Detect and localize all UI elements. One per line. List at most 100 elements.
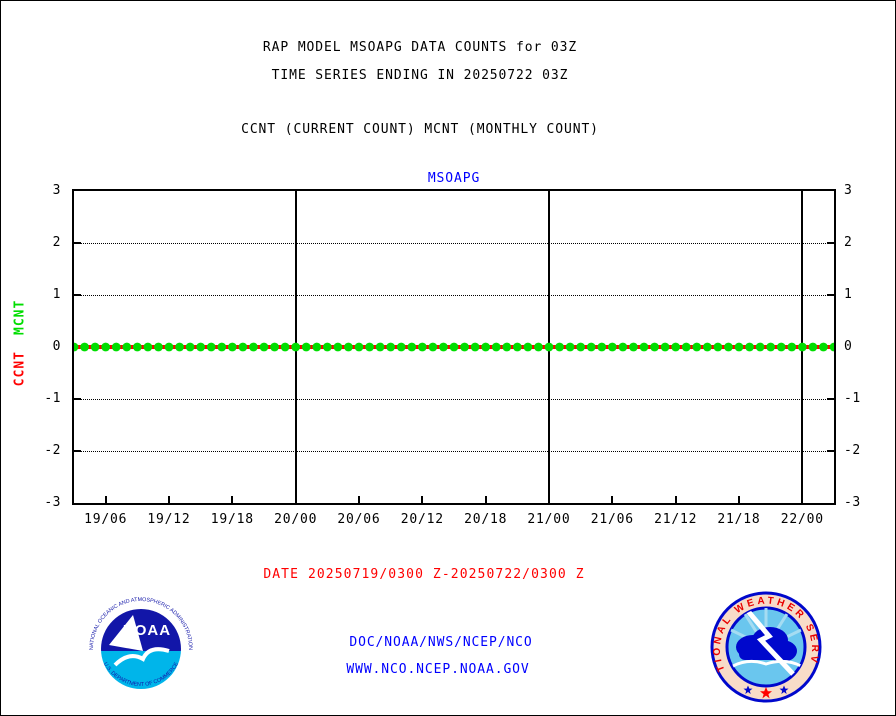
mcnt-dot [101, 342, 111, 352]
mcnt-dot [80, 342, 89, 352]
mcnt-dot [702, 342, 712, 352]
mcnt-dot [671, 342, 681, 352]
y-axis-title-mcnt: MCNT [12, 299, 28, 335]
mcnt-dot [755, 342, 765, 352]
mcnt-dot [629, 342, 638, 352]
mcnt-dot [238, 342, 248, 352]
x-tick [611, 496, 614, 503]
mcnt-dot [344, 342, 353, 352]
noaa-seagull-icon [113, 647, 170, 667]
mcnt-dot [333, 342, 343, 352]
legend-line: CCNT (CURRENT COUNT) MCNT (MONTHLY COUNT… [241, 122, 599, 137]
x-tick [231, 496, 234, 503]
mcnt-dot [90, 342, 100, 352]
nws-wave-icon [732, 659, 802, 668]
x-tick-label: 21/00 [527, 512, 571, 527]
mcnt-dot [660, 342, 670, 352]
x-tick [484, 496, 487, 503]
mcnt-dot [534, 342, 543, 352]
mcnt-dot [470, 342, 480, 352]
mcnt-dot [724, 342, 733, 352]
y-tick [74, 450, 81, 452]
mcnt-dot [544, 342, 554, 352]
y-tick-label: -3 [844, 495, 861, 510]
y-tick-label: 2 [844, 235, 853, 250]
x-tick-label: 20/18 [464, 512, 508, 527]
mcnt-dot [217, 342, 227, 352]
mcnt-dot [143, 342, 153, 352]
nws-stars [743, 685, 789, 699]
x-tick-label: 21/18 [717, 512, 761, 527]
x-tick-label: 19/18 [210, 512, 254, 527]
mcnt-dot [375, 342, 385, 352]
y-tick [827, 242, 834, 244]
x-tick [168, 496, 170, 503]
mcnt-dot [481, 342, 491, 352]
mcnt-dot [618, 342, 628, 352]
page-title: RAP MODEL MSOAPG DATA COUNTS for 03Z [262, 40, 578, 55]
mcnt-dot [523, 342, 533, 352]
mcnt-dot [808, 342, 818, 352]
x-tick-label: 20/00 [274, 512, 318, 527]
mcnt-dot [586, 342, 596, 352]
mcnt-dot [766, 342, 776, 352]
x-tick [674, 496, 677, 503]
mcnt-dot [407, 342, 417, 352]
nws-logo: NATIONAL WEATHER SERVICE [709, 590, 822, 703]
mcnt-dot [460, 342, 469, 352]
mcnt-dot [354, 342, 364, 352]
x-tick-label: 20/06 [337, 512, 381, 527]
gridline [74, 294, 834, 296]
gridline [74, 242, 834, 244]
mcnt-dot [502, 342, 512, 352]
mcnt-dot [787, 342, 797, 352]
gridline [74, 450, 834, 452]
x-tick-label: 19/12 [147, 512, 191, 527]
page-subtitle: TIME SERIES ENDING IN 20250722 03Z [271, 68, 569, 83]
y-tick-label: 1 [844, 287, 853, 302]
mcnt-dot [301, 342, 311, 352]
y-tick-label: 0 [844, 339, 853, 354]
y-tick [74, 242, 81, 244]
url-link[interactable]: WWW.NCO.NCEP.NOAA.GOV [346, 662, 530, 677]
mcnt-dot [597, 342, 607, 352]
mcnt-dot [322, 342, 332, 352]
y-tick-label: -2 [44, 443, 61, 458]
plot-area [72, 189, 836, 505]
mcnt-dot [74, 342, 79, 352]
mcnt-dot [491, 342, 501, 352]
nws-lightning-icon [745, 608, 795, 676]
y-tick-label: -2 [844, 443, 861, 458]
mcnt-dot [829, 342, 834, 352]
y-tick [827, 398, 834, 400]
mcnt-dot [175, 342, 184, 352]
mcnt-dot [122, 342, 132, 352]
y-axis-title-ccnt: CCNT [12, 351, 28, 387]
y-tick-label: 2 [52, 235, 61, 250]
x-tick-label: 21/06 [590, 512, 634, 527]
x-tick [104, 496, 107, 503]
mcnt-dot [312, 342, 322, 352]
y-tick-label: -3 [44, 495, 61, 510]
org-link[interactable]: DOC/NOAA/NWS/NCEP/NCO [349, 635, 533, 650]
mcnt-dot [428, 342, 438, 352]
mcnt-dot [396, 342, 406, 352]
y-tick-label: -1 [844, 391, 861, 406]
noaa-logo: NOAA NATIONAL OCEANIC AND ATMOSPHERIC AD… [86, 592, 196, 702]
mcnt-dot [512, 342, 522, 352]
mcnt-dot [745, 342, 754, 352]
nws-star-icon [760, 687, 772, 699]
data-series-layer [74, 342, 834, 352]
y-tick [827, 450, 834, 452]
mcnt-dot [249, 342, 258, 352]
mcnt-dot [206, 342, 216, 352]
y-tick [74, 294, 81, 296]
mcnt-dot [386, 342, 396, 352]
nws-star-icon [779, 685, 789, 695]
mcnt-dot [417, 342, 427, 352]
mcnt-dot [776, 342, 786, 352]
mcnt-dot [797, 342, 807, 352]
mcnt-dot [565, 342, 575, 352]
mcnt-dot [576, 342, 586, 352]
